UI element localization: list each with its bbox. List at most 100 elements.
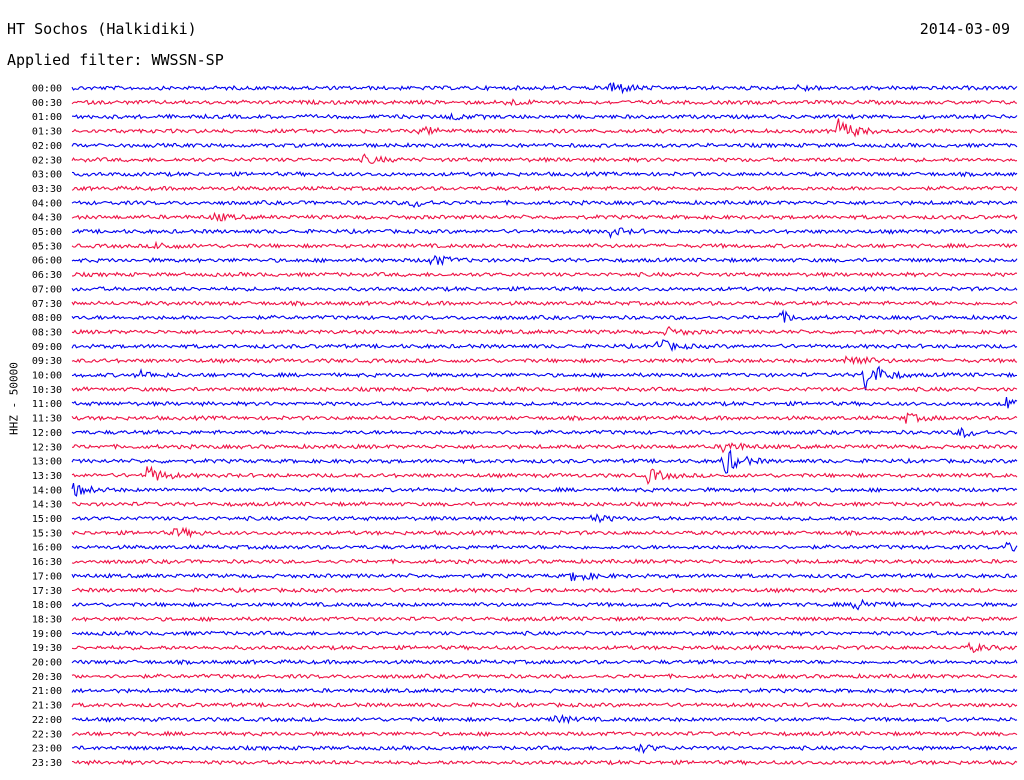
time-tick-label: 11:00 bbox=[32, 399, 62, 410]
trace-line bbox=[71, 325, 1017, 337]
trace-line bbox=[71, 397, 1018, 409]
time-tick-label: 04:00 bbox=[32, 198, 62, 209]
trace-line bbox=[71, 153, 1018, 164]
trace-line bbox=[71, 355, 1018, 366]
time-tick-label: 15:30 bbox=[32, 528, 62, 539]
time-tick-label: 18:30 bbox=[32, 614, 62, 625]
time-tick-label: 02:00 bbox=[32, 141, 62, 152]
time-tick-label: 07:00 bbox=[32, 284, 62, 295]
time-tick-label: 00:30 bbox=[32, 98, 62, 109]
trace-line bbox=[72, 271, 1018, 278]
time-tick-label: 19:30 bbox=[32, 643, 62, 654]
time-tick-label: 08:00 bbox=[32, 313, 62, 324]
time-tick-label: 09:00 bbox=[32, 342, 62, 353]
trace-line bbox=[71, 227, 1018, 240]
time-tick-label: 18:00 bbox=[32, 600, 62, 611]
time-tick-label: 14:30 bbox=[32, 500, 62, 511]
time-tick-label: 10:00 bbox=[32, 371, 62, 382]
trace-line bbox=[71, 701, 1018, 709]
time-tick-label: 20:00 bbox=[32, 658, 62, 669]
trace-line bbox=[71, 240, 1018, 250]
trace-line bbox=[71, 641, 1018, 654]
time-tick-label: 06:00 bbox=[32, 256, 62, 267]
trace-line bbox=[71, 412, 1018, 424]
trace-line bbox=[71, 465, 1018, 485]
time-tick-label: 17:30 bbox=[32, 586, 62, 597]
time-tick-label: 22:00 bbox=[32, 715, 62, 726]
time-tick-label: 01:00 bbox=[32, 112, 62, 123]
trace-line bbox=[71, 98, 1018, 107]
time-tick-label: 15:00 bbox=[32, 514, 62, 525]
trace-line bbox=[71, 285, 1018, 293]
time-tick-label: 13:30 bbox=[32, 471, 62, 482]
filter-label: Applied filter: WWSSN-SP bbox=[7, 51, 224, 69]
time-tick-label: 23:30 bbox=[32, 758, 62, 769]
trace-line bbox=[71, 598, 1018, 611]
time-tick-label: 05:30 bbox=[32, 241, 62, 252]
time-tick-label: 17:00 bbox=[32, 571, 62, 582]
time-tick-label: 04:30 bbox=[32, 213, 62, 224]
trace-line bbox=[71, 672, 1018, 680]
time-tick-label: 22:30 bbox=[32, 729, 62, 740]
trace-line bbox=[71, 82, 1018, 95]
time-tick-label: 12:00 bbox=[32, 428, 62, 439]
trace-line bbox=[71, 254, 1018, 267]
trace-line bbox=[71, 211, 1018, 222]
trace-line bbox=[71, 482, 1018, 497]
time-tick-label: 19:00 bbox=[32, 629, 62, 640]
trace-line bbox=[71, 687, 1018, 694]
trace-line bbox=[72, 586, 1018, 594]
time-tick-label: 20:30 bbox=[32, 672, 62, 683]
time-tick-label: 00:00 bbox=[32, 84, 62, 95]
time-tick-label: 01:30 bbox=[32, 127, 62, 138]
time-tick-label: 14:00 bbox=[32, 485, 62, 496]
trace-line bbox=[71, 759, 1018, 766]
trace-line bbox=[71, 185, 1018, 192]
trace-line bbox=[71, 526, 1018, 539]
time-tick-label: 12:30 bbox=[32, 442, 62, 453]
time-tick-label: 16:30 bbox=[32, 557, 62, 568]
record-date: 2014-03-09 bbox=[919, 20, 1010, 38]
time-tick-label: 03:30 bbox=[32, 184, 62, 195]
trace-line bbox=[71, 118, 1018, 138]
trace-line bbox=[71, 339, 1018, 352]
station-title: HT Sochos (Halkidiki) bbox=[7, 20, 197, 38]
time-tick-label: 07:30 bbox=[32, 299, 62, 310]
time-tick-label: 16:00 bbox=[32, 543, 62, 554]
trace-line bbox=[71, 513, 1018, 524]
trace-line bbox=[71, 199, 1018, 209]
time-tick-label: 02:30 bbox=[32, 155, 62, 166]
trace-line bbox=[71, 658, 1018, 666]
trace-line bbox=[71, 500, 1018, 508]
trace-line bbox=[71, 572, 1018, 582]
trace-line bbox=[71, 713, 1018, 725]
time-tick-label: 21:00 bbox=[32, 686, 62, 697]
time-tick-label: 05:00 bbox=[32, 227, 62, 238]
time-tick-label: 11:30 bbox=[32, 414, 62, 425]
trace-line bbox=[71, 426, 1018, 439]
time-tick-label: 03:00 bbox=[32, 170, 62, 181]
trace-line bbox=[72, 743, 1018, 755]
time-tick-label: 13:00 bbox=[32, 457, 62, 468]
time-tick-label: 09:30 bbox=[32, 356, 62, 367]
trace-line bbox=[71, 300, 1018, 307]
trace-line bbox=[71, 558, 1018, 565]
trace-line bbox=[71, 449, 1018, 474]
trace-line bbox=[71, 386, 1018, 393]
trace-line bbox=[71, 615, 1018, 623]
trace-line bbox=[72, 112, 1018, 121]
trace-line bbox=[71, 170, 1018, 178]
time-tick-label: 06:30 bbox=[32, 270, 62, 281]
time-tick-label: 23:00 bbox=[32, 744, 62, 755]
time-tick-label: 08:30 bbox=[32, 327, 62, 338]
trace-line bbox=[71, 442, 1018, 454]
trace-line bbox=[71, 142, 1018, 149]
trace-line bbox=[71, 541, 1018, 552]
trace-line bbox=[71, 730, 1018, 738]
time-tick-label: 10:30 bbox=[32, 385, 62, 396]
trace-line bbox=[71, 365, 1018, 391]
trace-line bbox=[71, 630, 1018, 637]
trace-line bbox=[71, 309, 1018, 323]
time-tick-label: 21:30 bbox=[32, 701, 62, 712]
